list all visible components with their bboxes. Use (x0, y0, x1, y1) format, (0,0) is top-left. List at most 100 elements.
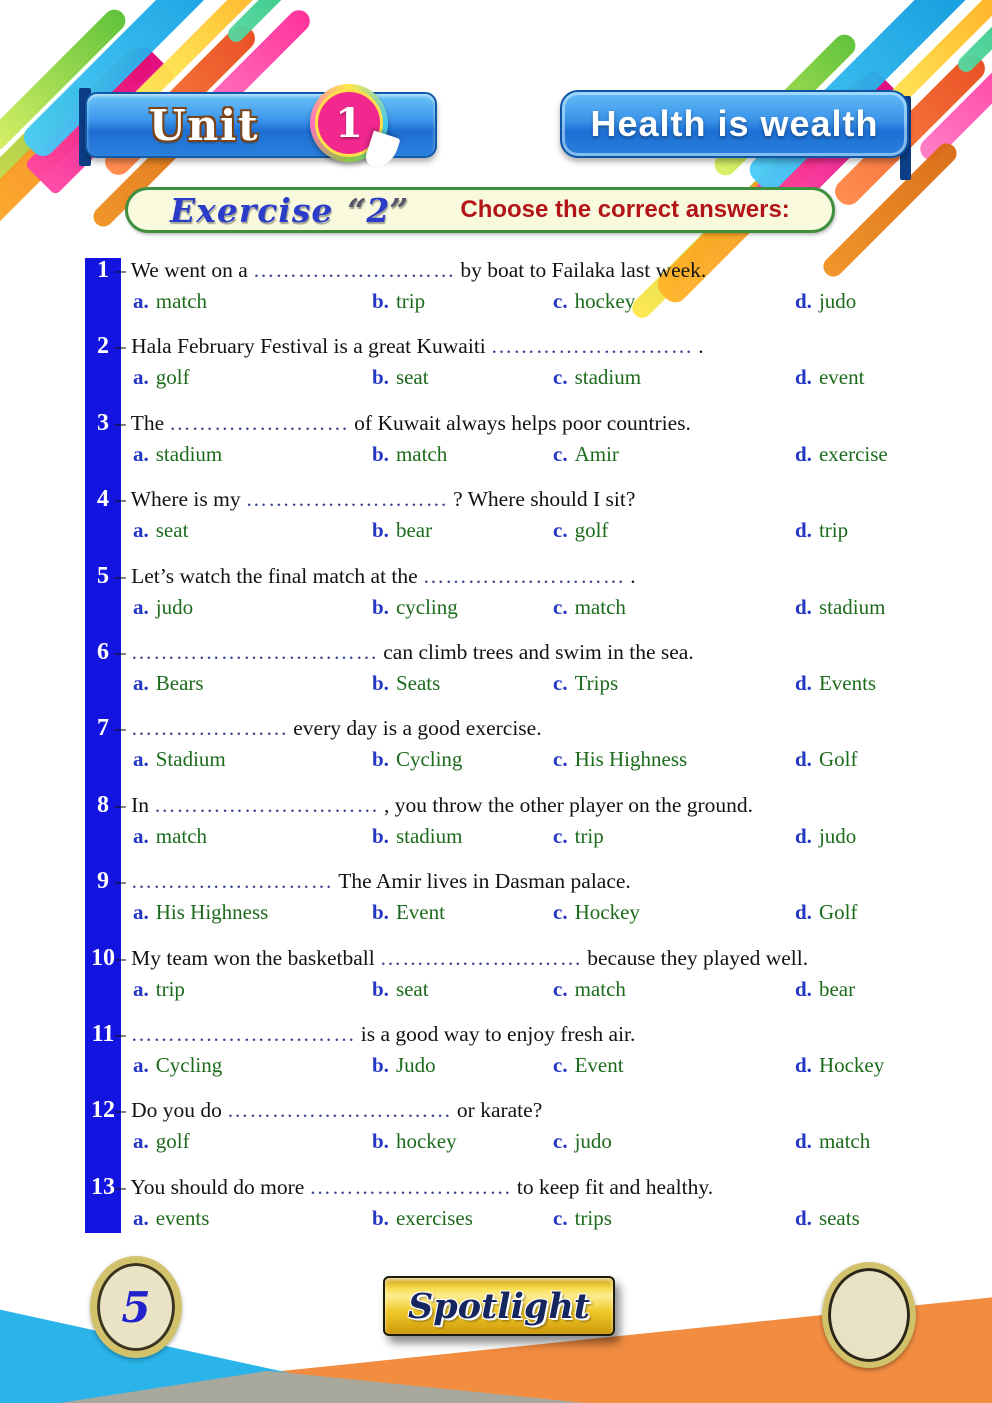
option-letter: b. (372, 1129, 389, 1154)
option-letter: a. (133, 518, 149, 543)
option-text: judo (155, 594, 194, 619)
question-blank: ……………………… (309, 1174, 512, 1199)
option-text: Event (395, 900, 445, 925)
option-text: Golf (818, 747, 858, 772)
option: d. seats (795, 1206, 955, 1231)
option-text: trip (574, 823, 604, 848)
question-post: of Kuwait always helps poor countries. (354, 410, 691, 435)
option-letter: b. (372, 1052, 389, 1077)
option-text: Amir (574, 441, 619, 466)
decorative-ribbon (224, 0, 336, 46)
option-letter: c. (553, 289, 568, 313)
question-row: 5 – Let’s watch the final match at the……… (85, 560, 955, 636)
option-text: stadium (574, 365, 642, 390)
exercise-instruction: Choose the correct answers: (460, 196, 790, 223)
option: b. hockey (372, 1129, 553, 1154)
option: d. Events (795, 671, 955, 696)
question-text: –…………………………… can climb trees and swim in … (115, 636, 955, 665)
question-row: 6 –…………………………… can climb trees and swim i… (85, 636, 955, 712)
options-row: a. judo b. cycling c. match d. stadium (133, 595, 955, 620)
option-letter: c. (553, 1129, 568, 1154)
options-row: a. Cycling b. Judo c. Event d. Hockey (133, 1053, 955, 1078)
option: a. Bears (133, 671, 372, 696)
option: b. exercises (372, 1206, 553, 1231)
question-number: 10 (91, 944, 115, 971)
option-text: Cycling (395, 747, 463, 772)
question-text: – Hala February Festival is a great Kuwa… (115, 330, 955, 359)
question-post: or karate? (456, 1098, 543, 1123)
question-post: . (698, 334, 704, 359)
option: c. golf (553, 518, 795, 543)
option-letter: a. (133, 1205, 149, 1230)
option-text: match (574, 594, 626, 619)
option-letter: a. (133, 1129, 149, 1154)
question-row: 9 –……………………… The Amir lives in Dasman pal… (85, 865, 955, 941)
question-row: 4 – Where is my………………………? Where should I… (85, 483, 955, 559)
exercise-number-value: 2 (366, 190, 390, 230)
option-letter: b. (372, 823, 389, 848)
question-blank: ………………………… (154, 792, 380, 817)
option: b. cycling (372, 595, 553, 620)
question-text: – We went on a……………………… by boat to Failak… (115, 254, 955, 283)
option-letter: d. (795, 1129, 812, 1154)
option: a. match (133, 824, 372, 849)
question-number: 3 (97, 409, 109, 436)
option-text: trips (574, 1205, 612, 1230)
option-letter: d. (795, 289, 812, 313)
quote-close: ” (389, 190, 409, 230)
option-text: His Highness (574, 747, 688, 772)
option: c. match (553, 977, 795, 1002)
option: a. Stadium (133, 747, 372, 772)
option-letter: c. (553, 670, 568, 695)
option-letter: c. (553, 976, 568, 1001)
question-text: –……………………… The Amir lives in Dasman palac… (115, 865, 955, 894)
question-blank: ……………………… (379, 945, 583, 970)
option-letter: a. (133, 441, 149, 466)
option: c. His Highness (553, 747, 795, 772)
option-text: stadium (818, 594, 886, 619)
option-text: Hockey (818, 1052, 885, 1077)
option: b. Event (372, 900, 553, 925)
question-pre: – You should do more (115, 1174, 305, 1199)
options-row: a. match b. stadium c. trip d. judo (133, 824, 955, 849)
option-text: judo (818, 823, 857, 848)
question-number: 9 (97, 868, 109, 895)
option-letter: d. (795, 365, 812, 390)
option-letter: a. (133, 823, 149, 848)
question-pre: – In (115, 792, 150, 817)
option-text: judo (818, 289, 857, 313)
stamp-circle (822, 1262, 916, 1368)
option-text: Golf (818, 900, 858, 925)
question-number: 7 (97, 715, 109, 742)
page-title: Health is wealth (590, 103, 879, 144)
quote-open: “ (347, 190, 367, 230)
option-text: events (155, 1205, 210, 1230)
option: d. match (795, 1129, 955, 1154)
option-letter: d. (795, 976, 812, 1001)
option-text: exercises (395, 1205, 473, 1230)
option: d. judo (795, 289, 955, 314)
question-post: ? Where should I sit? (453, 487, 636, 512)
option-letter: a. (133, 900, 149, 925)
question-pre: – Hala February Festival is a great Kuwa… (115, 334, 486, 359)
question-pre: – (115, 639, 126, 664)
option-letter: c. (553, 823, 568, 848)
option: c. judo (553, 1129, 795, 1154)
option-text: golf (574, 518, 609, 543)
option-letter: b. (372, 747, 389, 772)
question-number: 5 (97, 562, 109, 589)
option-letter: c. (553, 441, 568, 466)
option-letter: b. (372, 518, 389, 543)
options-row: a. stadium b. match c. Amir d. exercise (133, 442, 955, 467)
option-text: trip (155, 976, 185, 1001)
question-blank: …………………… (169, 410, 350, 435)
option: b. seat (372, 977, 553, 1002)
option-letter: a. (133, 365, 149, 390)
option-text: trip (818, 518, 849, 543)
question-post: is a good way to enjoy fresh air. (360, 1021, 636, 1046)
question-text: –………………………… is a good way to enjoy fresh … (115, 1018, 955, 1047)
option-text: match (155, 289, 208, 313)
question-blank: …………………………… (130, 639, 379, 664)
option-text: trip (395, 289, 426, 313)
